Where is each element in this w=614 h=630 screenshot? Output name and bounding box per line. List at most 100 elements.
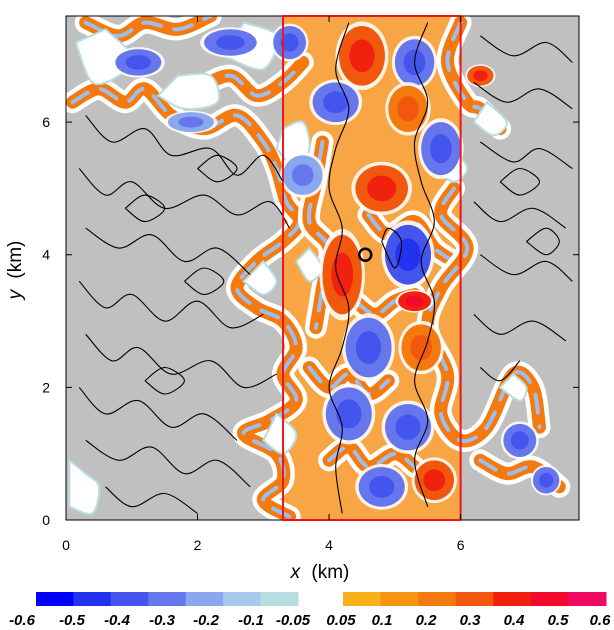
x-tick-label-0: 0	[62, 537, 70, 553]
blob-core-0	[349, 39, 375, 73]
colorbar-label-positive-6: 0.6	[590, 612, 612, 629]
blob-core-12	[395, 414, 421, 440]
blob-core-18	[280, 33, 299, 52]
colorbar-positive-swatch-2	[418, 592, 457, 606]
white-region-4	[242, 259, 278, 296]
colorbar-positive-swatch-0	[343, 592, 382, 606]
colorbar-positive-swatch-6	[568, 592, 607, 606]
colorbar-negative-swatch-6	[260, 592, 299, 606]
colorbar-label-positive-3: 0.3	[460, 612, 482, 629]
colorbar-negative-swatch-4	[185, 592, 224, 606]
contour-line-19	[473, 313, 567, 342]
contour-line-18	[480, 254, 573, 282]
contour-line-17	[473, 201, 567, 229]
location-marker	[358, 247, 373, 262]
contour-line-22	[499, 167, 541, 196]
near-zero-white-regions	[68, 21, 528, 516]
y-tick-label-2: 4	[42, 247, 50, 263]
blob-core-7	[331, 252, 354, 297]
blob-core-20	[510, 431, 529, 450]
contour-line-1	[78, 168, 291, 229]
contour-line-6	[85, 439, 251, 488]
contour-line-13	[413, 22, 436, 507]
y-tick-label-0: 0	[42, 512, 50, 528]
contour-line-4	[85, 333, 277, 389]
band-inner-10	[327, 445, 417, 469]
band-inner-6	[425, 186, 542, 443]
colorbar-positive-swatch-5	[530, 592, 569, 606]
blob-core-14	[423, 469, 446, 492]
contour-line-7	[105, 486, 198, 514]
blob-core-22	[473, 70, 488, 82]
band-inner-4	[366, 212, 456, 264]
blob-core-11	[336, 399, 362, 429]
contour-line-15	[473, 81, 573, 110]
x-axis-label: x (km)	[290, 562, 350, 583]
band-9	[302, 361, 395, 401]
band-inner-0	[70, 86, 302, 519]
contour-line-3	[78, 280, 264, 329]
blob-core-8	[405, 295, 424, 307]
colorbar-label-negative-1: -0.5	[59, 612, 86, 629]
colorbar-label-negative-2: -0.4	[104, 612, 131, 629]
colorbar-negative-swatch-3	[148, 592, 187, 606]
contour-line-16	[480, 141, 573, 169]
blob-core-3	[397, 96, 419, 122]
contour-line-12	[328, 22, 350, 514]
highlight-box	[282, 15, 462, 521]
colorbar-positive-swatch-4	[493, 592, 532, 606]
x-tick-label-2: 4	[325, 537, 333, 553]
blob-core-16	[125, 55, 152, 70]
contour-line-11	[197, 154, 238, 183]
blob-core-6	[395, 238, 421, 272]
x-tick-label-3: 6	[457, 537, 465, 553]
colorbar-label-negative-0: -0.6	[9, 612, 36, 629]
colorbar-label-negative-4: -0.2	[193, 612, 220, 629]
contour-line-10	[144, 366, 185, 395]
y-axis-unit: (km)	[5, 241, 26, 279]
axes: 0 2 4 6 0 2 4 6	[42, 16, 579, 553]
blob-core-4	[430, 134, 452, 164]
contour-line-14	[480, 35, 573, 63]
white-region-1	[156, 72, 221, 111]
colorbar-negative-swatch-1	[73, 592, 112, 606]
colorbar-negative-swatch-0	[36, 592, 74, 606]
contour-line-8	[124, 194, 166, 223]
blob-core-10	[410, 334, 433, 361]
white-region-6	[294, 246, 324, 283]
contour-lines	[78, 22, 573, 514]
white-region-5	[262, 412, 298, 455]
colorbar-negative-swatch-2	[110, 592, 149, 606]
colorbar-label-positive-0: 0.05	[326, 612, 356, 629]
y-axis-label: y (km)	[5, 241, 26, 302]
blob-core-17	[215, 35, 245, 50]
y-tick-label-1: 2	[42, 379, 50, 395]
colorbar-label-negative-6: -0.05	[276, 612, 311, 629]
blob-core-13	[369, 475, 395, 498]
y-tick-label-3: 6	[42, 114, 50, 130]
colorbar-label-negative-5: -0.1	[238, 612, 264, 629]
contour-line-21	[526, 227, 560, 256]
colorbar-label-positive-5: 0.5	[548, 612, 570, 629]
colorbar-negative-swatch-5	[223, 592, 262, 606]
colorbar-label-negative-3: -0.3	[149, 612, 176, 629]
blob-core-19	[178, 116, 204, 128]
colorbar-positive-swatch-1	[380, 592, 419, 606]
colorbar: -0.6 -0.5 -0.4 -0.3 -0.2 -0.1 -0.05 0.05 0.1 0.2 0…	[9, 592, 611, 629]
band-inner-8	[353, 292, 417, 317]
band-inner-1	[83, 16, 213, 38]
contour-line-5	[78, 387, 238, 441]
contour-line-9	[184, 267, 225, 296]
white-region-9	[498, 372, 528, 402]
colorbar-positive-swatch-3	[455, 592, 494, 606]
x-tick-label-1: 2	[194, 537, 202, 553]
y-axis-variable: y	[5, 288, 26, 301]
colorbar-label-positive-1: 0.1	[372, 612, 393, 629]
x-axis-unit: (km)	[311, 562, 349, 583]
contour-line-2	[85, 227, 251, 276]
blob-core-21	[538, 472, 554, 488]
blob-core-15	[291, 164, 314, 187]
blob-core-5	[367, 175, 397, 202]
contour-line-0	[85, 115, 284, 183]
